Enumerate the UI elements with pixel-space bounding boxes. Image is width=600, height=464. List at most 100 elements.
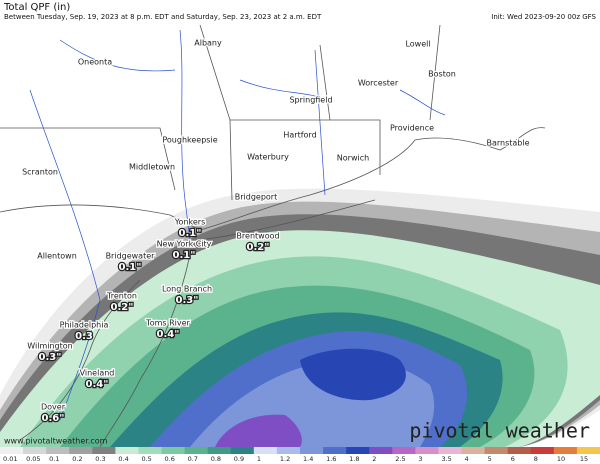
- colorbar-label: 6: [511, 455, 515, 463]
- colorbar-label: 0.4: [118, 455, 128, 463]
- colorbar-label: 5: [488, 455, 492, 463]
- boundaries: [0, 24, 546, 448]
- city-name: Lowell: [405, 40, 430, 49]
- colorbar-label: 0.8: [211, 455, 221, 463]
- colorbar-label: 0.5: [141, 455, 151, 463]
- colorbar-swatch: [392, 447, 416, 454]
- city-name: Middletown: [129, 163, 175, 172]
- colorbar-swatch: [46, 447, 70, 454]
- colorbar-swatch: [184, 447, 209, 454]
- colorbar-swatch: [276, 447, 301, 454]
- colorbar-swatch: [576, 447, 600, 454]
- city-name: Wilmington: [27, 342, 72, 351]
- colorbar-swatch: [553, 447, 578, 454]
- colorbar-swatch: [207, 447, 232, 454]
- colorbar-label: 1.2: [280, 455, 290, 463]
- colorbar-label: 2.5: [395, 455, 405, 463]
- brand-watermark: pivotal weather: [409, 419, 590, 443]
- colorbar-swatch: [530, 447, 555, 454]
- colorbar-label: 0.1: [49, 455, 59, 463]
- colorbar-swatch: [461, 447, 486, 454]
- qpf-value: 0.3": [176, 295, 199, 306]
- qpf-value: 0.3: [75, 331, 93, 342]
- city-name: Yonkers: [174, 218, 206, 227]
- colorbar-swatch: [415, 447, 439, 454]
- qpf-value: 0.6": [42, 413, 65, 424]
- city-name: Brentwood: [236, 232, 279, 241]
- colorbar-label: 0.9: [234, 455, 244, 463]
- colorbar-swatch: [323, 447, 347, 454]
- colorbar-swatch: [138, 447, 163, 454]
- city-name: Poughkeepsie: [162, 136, 217, 145]
- colorbar: 0.01 0.05 0.1 0.2 0.3 0.4 0.5 0.6 0.7 0.8 0.9 1 1.2 1…: [0, 447, 600, 463]
- qpf-value: 0.4": [157, 329, 180, 340]
- url: www.pivotaltweather.com: [4, 437, 108, 446]
- colorbar-swatch: [161, 447, 186, 454]
- colorbar-swatch: [507, 447, 532, 454]
- colorbar-swatch: [438, 447, 463, 454]
- colorbar-label: 0.7: [188, 455, 198, 463]
- colorbar-swatch: [0, 447, 24, 454]
- city-labels: Albany Oneonta Lowell Worcester Boston Spring…: [21, 37, 531, 425]
- colorbar-swatch: [115, 447, 139, 454]
- city-name: Bridgewater: [106, 252, 156, 261]
- precip-field: [0, 188, 600, 447]
- city-name: Norwich: [337, 154, 369, 163]
- colorbar-swatch: [69, 447, 93, 454]
- colorbar-swatch: [369, 447, 393, 454]
- city-name: Springfield: [289, 96, 332, 105]
- colorbar-label: 3.5: [441, 455, 451, 463]
- colorbar-swatch: [253, 447, 278, 454]
- colorbar-label: 1.4: [303, 455, 313, 463]
- qpf-value: 0.2": [111, 302, 134, 313]
- city-name: Philadelphia: [60, 321, 109, 330]
- city-name: Providence: [390, 124, 434, 133]
- title: Total QPF (in): [3, 2, 70, 13]
- qpf-value: 0.1": [119, 262, 142, 273]
- qpf-value: 0.2": [247, 242, 270, 253]
- city-name: New York City: [157, 240, 212, 249]
- city-name: Bridgeport: [235, 193, 277, 202]
- colorbar-label: 8: [534, 455, 538, 463]
- colorbar-swatch: [23, 447, 47, 454]
- colorbar-label: 1.8: [349, 455, 359, 463]
- city-name: Trenton: [106, 292, 137, 301]
- colorbar-label: 4: [465, 455, 469, 463]
- city-name: Worcester: [358, 79, 399, 88]
- colorbar-label: 3: [418, 455, 422, 463]
- colorbar-label: 0.05: [26, 455, 40, 463]
- city-name: Barnstable: [486, 139, 529, 148]
- colorbar-label: 1.6: [326, 455, 336, 463]
- colorbar-label: 2: [372, 455, 376, 463]
- city-name: Allentown: [37, 252, 77, 261]
- city-name: Scranton: [22, 168, 58, 177]
- colorbar-label: 10: [557, 455, 565, 463]
- city-name: Hartford: [283, 131, 316, 140]
- colorbar-swatch: [484, 447, 509, 454]
- colorbar-label: 15: [580, 455, 588, 463]
- colorbar-label: 0.3: [95, 455, 105, 463]
- qpf-value: 0.1": [173, 250, 196, 261]
- city-name: Boston: [428, 70, 456, 79]
- colorbar-swatch: [300, 447, 324, 454]
- city-name: Waterbury: [247, 153, 289, 162]
- colorbar-label: 0.2: [72, 455, 82, 463]
- city-name: Toms River: [145, 319, 190, 328]
- subtitle: Between Tuesday, Sep. 19, 2023 at 8 p.m.…: [4, 13, 322, 21]
- rivers: [29, 29, 446, 421]
- colorbar-label: 0.6: [165, 455, 175, 463]
- qpf-value: 0.1": [179, 228, 202, 239]
- city-name: Albany: [194, 39, 222, 48]
- colorbar-swatch: [230, 447, 255, 454]
- city-name: Dover: [41, 403, 66, 412]
- init-label: Init: Wed 2023-09-20 00z GFS: [491, 13, 596, 21]
- colorbar-label: 1: [257, 455, 261, 463]
- colorbar-swatch: [346, 447, 370, 454]
- colorbar-swatch: [92, 447, 116, 454]
- city-name: Oneonta: [78, 58, 112, 67]
- city-name: Vineland: [80, 369, 115, 378]
- city-name: Long Branch: [162, 285, 212, 294]
- qpf-value: 0.3": [39, 352, 62, 363]
- colorbar-label: 0.01: [3, 455, 17, 463]
